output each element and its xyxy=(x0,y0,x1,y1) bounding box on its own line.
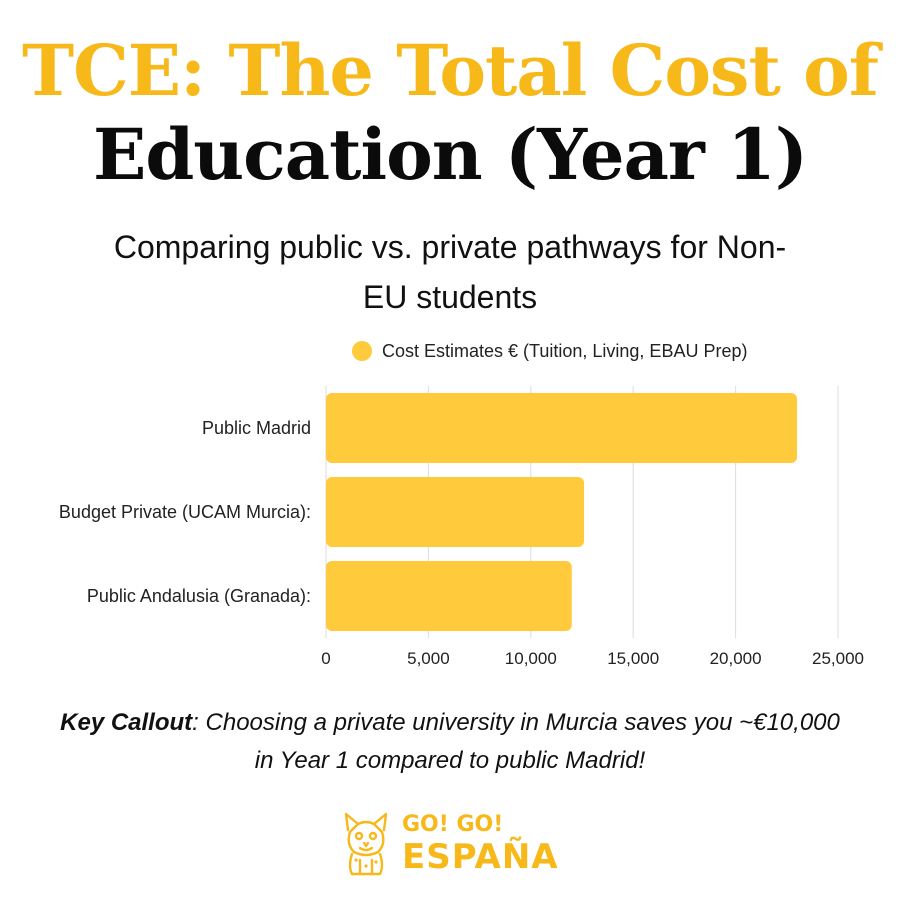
category-label: Public Madrid xyxy=(202,418,311,438)
bar xyxy=(326,561,572,631)
legend-swatch xyxy=(352,341,372,361)
logo-text-line-1: GO! GO! xyxy=(402,812,504,837)
x-tick-label: 5,000 xyxy=(407,649,450,668)
bar-chart: 0 5,000 10,000 15,000 20,000 25,000 Public Mad… xyxy=(59,386,864,668)
x-tick-label: 15,000 xyxy=(607,649,659,668)
callout-text: : Choosing a private university in Murci… xyxy=(192,709,840,774)
title-line-2: Education (Year 1) xyxy=(92,113,808,196)
category-label: Budget Private (UCAM Murcia): xyxy=(59,502,311,522)
x-tick-label: 25,000 xyxy=(812,649,864,668)
lynx-mascot-icon xyxy=(344,812,388,876)
chart-legend: Cost Estimates € (Tuition, Living, EBAU … xyxy=(352,338,747,364)
legend-label: Cost Estimates € (Tuition, Living, EBAU … xyxy=(382,340,748,361)
go-go-espana-logo: GO! GO! ESPAÑA xyxy=(338,808,568,880)
callout-label: Key Callout xyxy=(60,709,193,736)
logo-text-line-2: ESPAÑA xyxy=(402,837,559,877)
x-tick-label: 0 xyxy=(321,649,330,668)
key-callout: Key Callout: Choosing a private universi… xyxy=(60,704,840,780)
x-tick-label: 10,000 xyxy=(505,649,557,668)
subtitle: Comparing public vs. private pathways fo… xyxy=(113,229,787,315)
x-tick-label: 20,000 xyxy=(710,649,762,668)
bar xyxy=(326,477,585,547)
title-line-1: TCE: The Total Cost of xyxy=(22,29,879,112)
category-label: Public Andalusia (Granada): xyxy=(87,586,311,606)
bar xyxy=(326,393,798,463)
